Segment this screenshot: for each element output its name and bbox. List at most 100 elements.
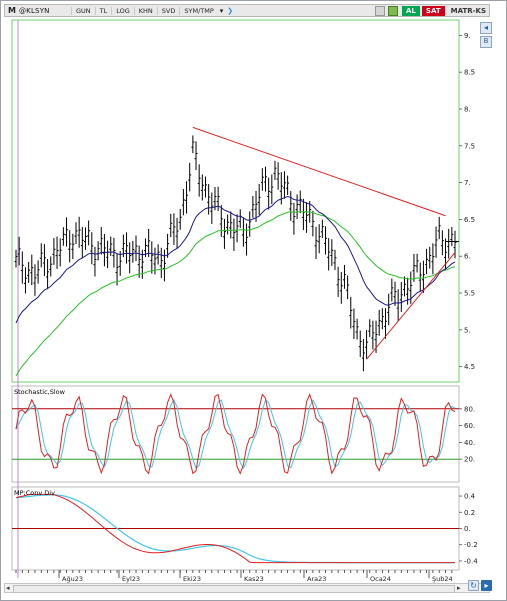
bird-icon[interactable]: ❯ bbox=[227, 6, 234, 15]
price-bar bbox=[216, 186, 220, 211]
chevron-down-icon[interactable]: ▾ bbox=[219, 6, 224, 15]
price-bar bbox=[118, 251, 122, 276]
price-bar bbox=[71, 233, 75, 260]
price-bar bbox=[390, 278, 394, 302]
price-bar bbox=[273, 160, 277, 181]
price-bar bbox=[245, 223, 249, 256]
stoch-k-line bbox=[15, 393, 456, 475]
sell-button[interactable]: SAT bbox=[421, 5, 445, 16]
arrow-left-icon[interactable]: ◂ bbox=[480, 22, 492, 34]
price-bar bbox=[241, 217, 245, 247]
price-bar bbox=[65, 217, 69, 247]
scroll-thumb[interactable] bbox=[13, 585, 455, 593]
price-bar bbox=[203, 176, 207, 198]
app-logo[interactable]: M bbox=[8, 6, 16, 15]
scroll-left-icon[interactable]: ◂ bbox=[6, 584, 10, 592]
price-bar bbox=[238, 209, 242, 228]
price-bar bbox=[226, 214, 230, 235]
price-bar bbox=[178, 208, 182, 230]
log-button[interactable]: LOG bbox=[111, 6, 134, 15]
price-bar bbox=[346, 275, 350, 299]
price-tick-label: 8. bbox=[464, 105, 471, 113]
price-bar bbox=[188, 162, 192, 192]
price-bar bbox=[58, 238, 62, 267]
khn-button[interactable]: KHN bbox=[133, 6, 157, 15]
stoch-tick-label: 20. bbox=[464, 456, 475, 464]
price-bar bbox=[39, 243, 43, 268]
macd-tick-label: -0.2 bbox=[464, 541, 478, 549]
price-bar bbox=[352, 308, 356, 339]
price-bar bbox=[254, 190, 258, 222]
price-tick-label: 5. bbox=[464, 326, 471, 334]
price-bar bbox=[20, 251, 24, 284]
price-bar bbox=[134, 235, 138, 262]
date-label: Ara23 bbox=[307, 575, 326, 583]
price-bar bbox=[349, 296, 353, 329]
price-bar bbox=[194, 141, 198, 171]
side-toolbar: ◂ B bbox=[478, 20, 492, 50]
price-tick-label: 9. bbox=[464, 32, 471, 40]
macd-tick-label: -0.4 bbox=[464, 557, 478, 565]
matrix-button[interactable]: MATR-KS bbox=[450, 6, 486, 15]
date-label: Ağu23 bbox=[62, 575, 83, 583]
price-bar bbox=[402, 276, 406, 297]
price-bar bbox=[428, 246, 432, 269]
price-bar bbox=[80, 226, 84, 259]
price-bar bbox=[90, 232, 94, 265]
panel-b-icon[interactable]: B bbox=[480, 36, 492, 48]
green-box-icon[interactable] bbox=[388, 5, 399, 16]
macd-tick-label: 0.2 bbox=[464, 509, 475, 517]
price-bar bbox=[276, 162, 280, 190]
price-bar bbox=[339, 271, 343, 304]
price-bar bbox=[286, 175, 290, 195]
price-bar bbox=[333, 249, 337, 271]
refresh-icon[interactable]: ↻ bbox=[468, 580, 479, 591]
price-bar bbox=[320, 219, 324, 239]
price-bar bbox=[282, 171, 286, 199]
price-bar bbox=[425, 248, 429, 275]
symbol-field[interactable]: @KLSYN bbox=[18, 6, 50, 15]
currency-button[interactable]: TL bbox=[94, 6, 112, 15]
price-bar bbox=[355, 318, 359, 340]
price-bar bbox=[166, 233, 170, 258]
price-bar bbox=[342, 264, 346, 289]
price-bar bbox=[147, 228, 151, 258]
price-bar bbox=[396, 289, 400, 322]
price-bar bbox=[292, 202, 296, 235]
macd-title: MP;Conv Div bbox=[14, 489, 55, 497]
price-bar bbox=[175, 218, 179, 249]
svd-button[interactable]: SVD bbox=[156, 6, 180, 15]
stoch-tick-label: 60. bbox=[464, 422, 475, 430]
price-bar bbox=[93, 246, 97, 277]
price-bar bbox=[169, 213, 173, 238]
price-bar bbox=[115, 253, 119, 286]
price-bar bbox=[109, 236, 113, 256]
price-bar bbox=[358, 330, 362, 357]
price-bar bbox=[330, 239, 334, 266]
buy-button[interactable]: AL bbox=[402, 5, 420, 16]
price-bar bbox=[185, 181, 189, 214]
price-bar bbox=[27, 261, 31, 283]
daily-button[interactable]: GUN bbox=[70, 6, 95, 15]
price-bar bbox=[361, 338, 365, 372]
price-bar bbox=[137, 245, 141, 278]
date-label: Kas23 bbox=[244, 575, 264, 583]
price-bar bbox=[229, 211, 233, 239]
price-bar bbox=[172, 213, 176, 245]
price-bar bbox=[380, 308, 384, 330]
grid-icon[interactable] bbox=[375, 5, 386, 16]
price-bar bbox=[33, 264, 37, 296]
price-bar bbox=[55, 236, 59, 269]
scroll-right-icon[interactable]: ▸ bbox=[457, 584, 461, 592]
price-bar bbox=[267, 177, 271, 210]
forward-icon[interactable]: ▸ bbox=[481, 580, 492, 591]
price-tick-label: 8.5 bbox=[464, 69, 475, 77]
price-bar bbox=[365, 330, 369, 359]
ma-slow-line bbox=[15, 211, 456, 377]
price-bar bbox=[371, 320, 375, 350]
price-bar bbox=[418, 262, 422, 292]
price-bar bbox=[42, 244, 46, 276]
horizontal-scrollbar[interactable]: ◂ ▸ bbox=[4, 583, 490, 593]
symtmp-button[interactable]: SYM/TMP bbox=[179, 6, 217, 15]
